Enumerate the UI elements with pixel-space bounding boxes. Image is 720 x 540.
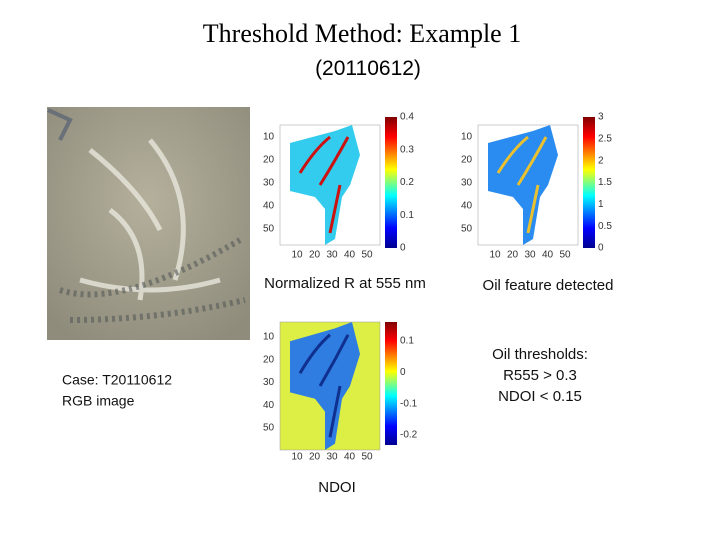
rgb-caption: Case: T20110612 bbox=[62, 372, 172, 388]
map-frame bbox=[477, 124, 579, 246]
x-tick-label: 30 bbox=[326, 250, 338, 261]
map-frame bbox=[279, 124, 381, 246]
colorbar-label: 0.2 bbox=[400, 177, 414, 188]
x-tick-label: 40 bbox=[344, 250, 356, 261]
y-tick-label: 50 bbox=[263, 423, 275, 434]
y-tick-label: 10 bbox=[263, 332, 275, 343]
streak bbox=[496, 135, 548, 234]
x-tick-label: 10 bbox=[291, 250, 303, 261]
y-tick-label: 10 bbox=[263, 132, 275, 143]
colorbar-label: 0 bbox=[598, 243, 604, 254]
x-tick-label: 10 bbox=[489, 250, 501, 261]
threshold-text: R555 > 0.3 bbox=[503, 367, 577, 384]
rgb-image bbox=[47, 107, 250, 340]
colorbar bbox=[385, 117, 397, 248]
y-tick-label: 50 bbox=[461, 224, 473, 235]
x-tick-label: 40 bbox=[542, 250, 554, 261]
colorbar-label: 2 bbox=[598, 155, 604, 166]
streak bbox=[298, 333, 350, 438]
x-tick-label: 10 bbox=[291, 452, 303, 463]
colorbar-label: 1.5 bbox=[598, 177, 612, 188]
slide-title: Threshold Method: Example 1 bbox=[203, 19, 521, 48]
colorbar-label: 0.5 bbox=[598, 221, 612, 232]
colorbar-label: 1 bbox=[598, 199, 604, 210]
map-frame bbox=[279, 321, 381, 451]
slide-subtitle: (20110612) bbox=[315, 57, 421, 80]
x-tick-label: 50 bbox=[559, 250, 571, 261]
plume bbox=[488, 125, 558, 245]
x-tick-label: 50 bbox=[361, 452, 373, 463]
plume bbox=[290, 125, 360, 245]
threshold-text: NDOI < 0.15 bbox=[498, 388, 582, 405]
colorbar-label: 0 bbox=[400, 367, 406, 378]
y-tick-label: 40 bbox=[461, 201, 473, 212]
colorbar-label: 0.4 bbox=[400, 112, 414, 123]
y-tick-label: 10 bbox=[461, 132, 473, 143]
x-tick-label: 30 bbox=[326, 452, 338, 463]
panel-caption: NDOI bbox=[318, 479, 356, 496]
y-tick-label: 20 bbox=[263, 354, 275, 365]
colorbar-label: -0.1 bbox=[400, 398, 418, 409]
colorbar-label: 0.1 bbox=[400, 336, 414, 347]
y-tick-label: 40 bbox=[263, 201, 275, 212]
panel-caption: Oil feature detected bbox=[483, 277, 614, 294]
y-tick-label: 50 bbox=[263, 224, 275, 235]
colorbar-label: 0.3 bbox=[400, 144, 414, 155]
y-tick-label: 40 bbox=[263, 400, 275, 411]
colorbar-label: 0 bbox=[400, 243, 406, 254]
x-tick-label: 30 bbox=[524, 250, 536, 261]
plume bbox=[290, 322, 360, 450]
map-image bbox=[279, 321, 381, 451]
colorbar-label: 2.5 bbox=[598, 133, 612, 144]
colorbar-label: 0.1 bbox=[400, 210, 414, 221]
panel-caption: Normalized R at 555 nm bbox=[264, 275, 426, 292]
map-image bbox=[279, 124, 381, 246]
threshold-text: Oil thresholds: bbox=[492, 346, 588, 363]
colorbar-label: -0.2 bbox=[400, 430, 418, 441]
rgb-caption: RGB image bbox=[62, 393, 135, 409]
colorbar-label: 3 bbox=[598, 112, 604, 123]
x-tick-label: 20 bbox=[309, 452, 321, 463]
y-tick-label: 20 bbox=[263, 155, 275, 166]
x-tick-label: 20 bbox=[507, 250, 519, 261]
x-tick-label: 40 bbox=[344, 452, 356, 463]
x-tick-label: 20 bbox=[309, 250, 321, 261]
y-tick-label: 20 bbox=[461, 155, 473, 166]
map-image bbox=[477, 124, 579, 246]
y-tick-label: 30 bbox=[263, 377, 275, 388]
y-tick-label: 30 bbox=[461, 178, 473, 189]
colorbar bbox=[385, 322, 397, 445]
streak bbox=[298, 135, 350, 234]
x-tick-label: 50 bbox=[361, 250, 373, 261]
y-tick-label: 30 bbox=[263, 178, 275, 189]
colorbar bbox=[583, 117, 595, 248]
